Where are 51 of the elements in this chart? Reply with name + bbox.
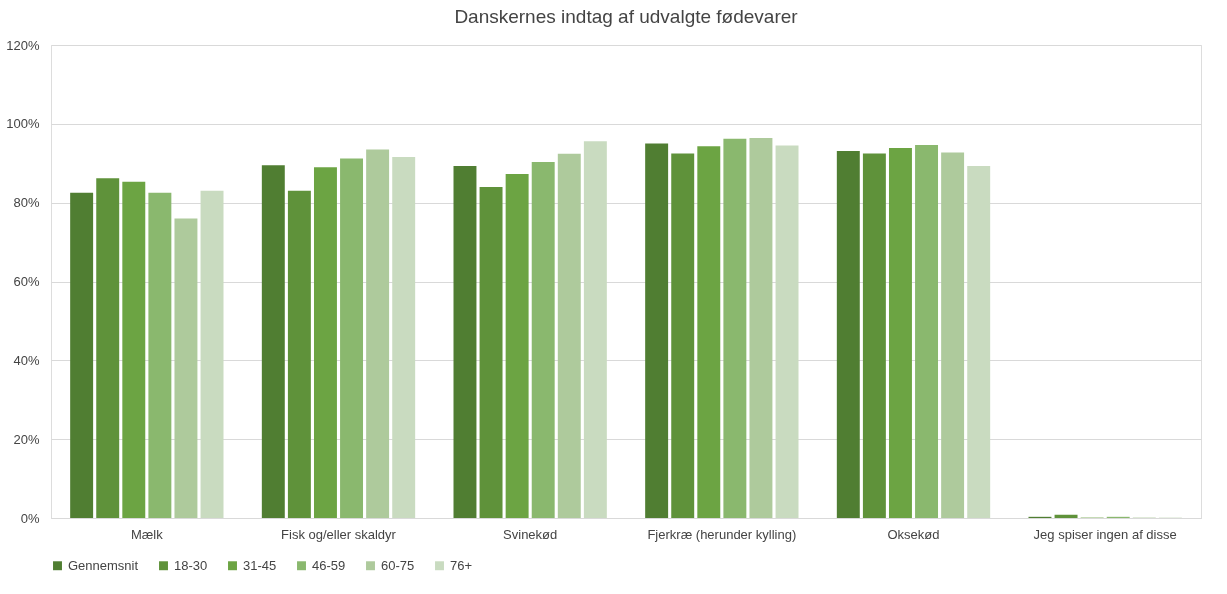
y-tick-label: 80% [13, 195, 40, 211]
bar [775, 145, 799, 518]
x-tick-label: Fisk og/eller skaldyr [281, 526, 397, 542]
x-tick-label: Jeg spiser ingen af disse [1033, 526, 1177, 542]
bar [287, 190, 311, 518]
bar [479, 186, 503, 518]
legend-label: 18-30 [174, 557, 208, 573]
bar [915, 145, 939, 518]
bar [1054, 514, 1078, 518]
x-tick-label: Svinekød [503, 526, 558, 542]
legend-label: 46-59 [312, 557, 346, 573]
bar [174, 218, 198, 518]
legend-label: 31-45 [243, 557, 277, 573]
x-tick-label: Mælk [130, 526, 164, 542]
y-tick-label: 120% [6, 37, 40, 53]
y-tick-label: 20% [13, 431, 40, 447]
bar [671, 153, 695, 518]
bar [749, 138, 773, 518]
chart-title: Danskernes indtag af udvalgte fødevarer [454, 6, 799, 27]
bar [122, 181, 146, 518]
bar [96, 178, 120, 518]
bar [941, 152, 965, 518]
bar [261, 165, 285, 518]
bar [645, 143, 669, 518]
y-tick-label: 0% [20, 510, 40, 526]
x-tick-label: Oksekød [887, 526, 940, 542]
bar [557, 153, 581, 518]
bar [200, 190, 224, 518]
y-tick-label: 60% [13, 274, 40, 289]
bar [148, 192, 172, 518]
bar [836, 151, 860, 518]
bar [313, 167, 337, 518]
x-tick-label: Fjerkræ (herunder kylling) [647, 526, 797, 542]
bar [723, 138, 747, 518]
y-tick-label: 40% [13, 352, 40, 368]
bar [697, 146, 721, 518]
bar [70, 192, 94, 518]
bar [505, 173, 529, 518]
bar [888, 147, 912, 518]
y-tick-label: 100% [6, 116, 40, 132]
bar [862, 153, 886, 518]
bar [340, 158, 364, 518]
bar [583, 141, 607, 518]
bar [366, 149, 390, 518]
legend-label: Gennemsnit [68, 557, 139, 573]
bar [531, 162, 555, 518]
legend-label: 76+ [450, 557, 473, 573]
bar [392, 156, 416, 518]
legend-label: 60-75 [381, 557, 415, 573]
bar [967, 166, 991, 518]
bar [453, 166, 477, 518]
